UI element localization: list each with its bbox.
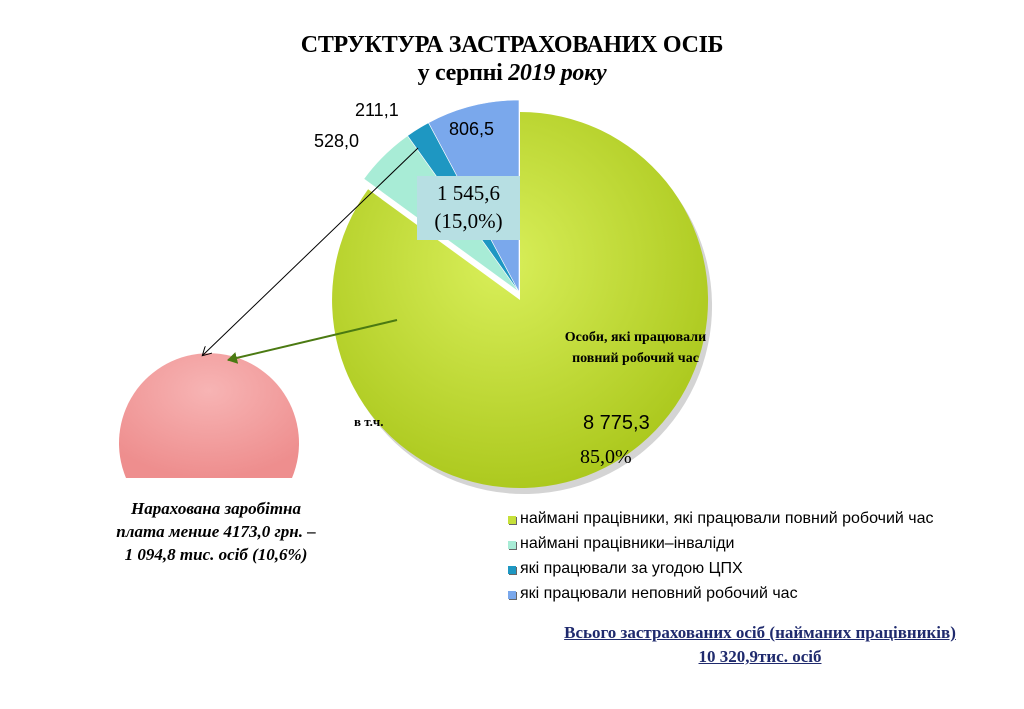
- legend-item: які працювали неповний робочий час: [508, 581, 934, 606]
- legend-swatch: [508, 591, 516, 599]
- arrow-to-low-wage-black: [203, 147, 419, 355]
- total-label: Всього застрахованих осіб (найманих прац…: [564, 623, 956, 666]
- data-label-disabled: 528,0: [314, 131, 360, 151]
- other-group-share: (15,0%): [434, 209, 503, 233]
- data-label-part-time: 806,5: [449, 119, 495, 139]
- slice-full-time: [332, 111, 709, 488]
- legend-swatch: [508, 516, 516, 524]
- data-label-contract: 211,1: [355, 100, 399, 120]
- chart-title: СТРУКТУРА ЗАСТРАХОВАНИХ ОСІБ: [300, 32, 724, 58]
- legend: наймані працівники, які працювали повний…: [508, 506, 934, 606]
- other-group-value: 1 545,6: [437, 181, 500, 205]
- legend-item: наймані працівники, які працювали повний…: [508, 506, 934, 531]
- legend-item: наймані працівники–інваліди: [508, 531, 934, 556]
- low-wage-label: Нарахована заробітна плата менше 4173,0 …: [116, 499, 316, 564]
- share-label-full-time: 85,0%: [580, 446, 632, 468]
- full-time-inner-label: Особи, які працювали повний робочий час: [564, 330, 707, 366]
- legend-item: які працювали за угодою ЦПХ: [508, 556, 934, 581]
- included-label: в т.ч.: [354, 414, 384, 429]
- chart-subtitle: у серпні 2019 року: [417, 60, 607, 86]
- legend-swatch: [508, 566, 516, 574]
- other-group-callout: 1 545,6 (15,0%): [417, 176, 520, 240]
- data-label-full-time: 8 775,3: [583, 412, 650, 434]
- legend-swatch: [508, 541, 516, 549]
- arrow-to-low-wage-green: [227, 319, 398, 364]
- low-wage-shape: [119, 353, 300, 478]
